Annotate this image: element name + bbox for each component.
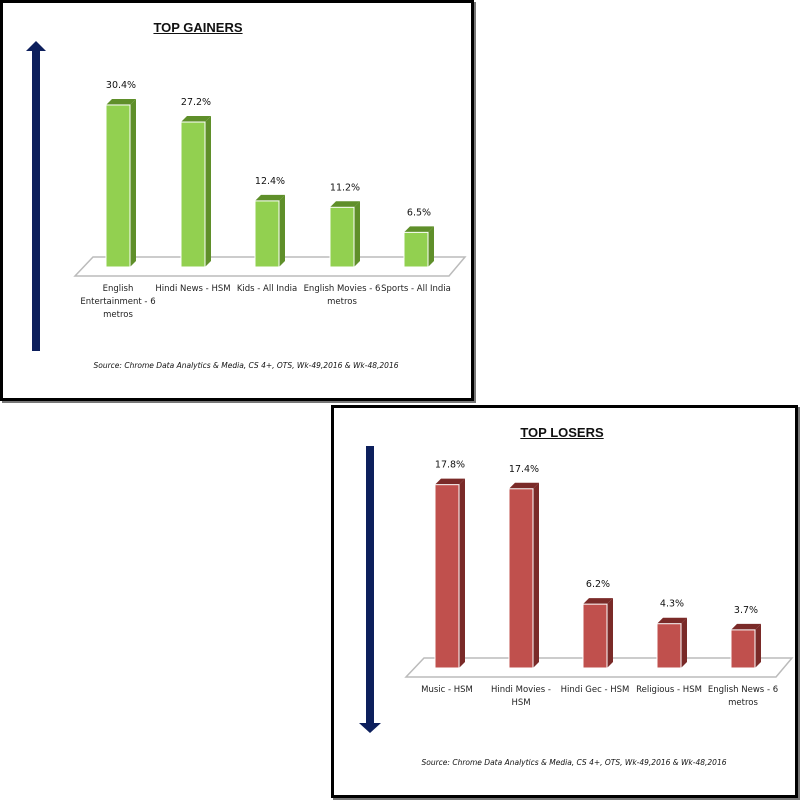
bar-top <box>330 201 360 208</box>
top-losers-panel: TOP LOSERS 17.8% 17.4% 6.2% 4.3% 3.7% Source… <box>331 405 798 798</box>
bar-side <box>533 482 539 668</box>
source-note: Source: Chrome Data Analytics & Media, C… <box>93 361 399 370</box>
data-label: 12.4% <box>255 176 285 187</box>
category-label: Kids - All India <box>236 284 298 294</box>
source-note: Source: Chrome Data Analytics & Media, C… <box>421 758 727 767</box>
category-label: Music - HSM <box>421 685 473 695</box>
data-label: 4.3% <box>660 599 684 610</box>
bar-side <box>755 623 761 668</box>
category-label: Hindi News - HSM <box>155 284 231 294</box>
category-label: Sports - All India <box>381 284 451 294</box>
bar-side <box>205 116 211 267</box>
data-label: 3.7% <box>734 605 758 616</box>
category-label: English Movies - 6 metros <box>303 284 381 307</box>
bar-top <box>731 623 761 630</box>
data-label: 27.2% <box>181 97 211 108</box>
bar <box>434 484 460 669</box>
bar-side <box>459 478 465 668</box>
category-label: English News - 6 metros <box>707 685 779 708</box>
data-label: 30.4% <box>106 80 136 91</box>
bar <box>105 104 131 268</box>
data-label: 11.2% <box>330 182 360 193</box>
data-label: 6.5% <box>407 207 431 218</box>
bar-top <box>106 98 136 105</box>
data-label: 17.4% <box>509 464 539 475</box>
chart-title: TOP LOSERS <box>520 425 604 440</box>
data-label: 6.2% <box>586 579 610 590</box>
bar-side <box>607 598 613 668</box>
bar <box>730 629 756 669</box>
bar <box>254 200 280 268</box>
bar-side <box>279 194 285 267</box>
category-label: Hindi Movies - HSM <box>491 685 551 708</box>
bar-top <box>255 194 285 201</box>
top-gainers-chart: 30.4% 27.2% 12.4% 11.2% 6.5% <box>26 41 467 351</box>
bar <box>403 231 429 268</box>
bar-top <box>404 226 434 233</box>
bar-top <box>435 478 465 485</box>
bar <box>656 623 682 669</box>
arrow-down-icon <box>359 446 381 733</box>
bar-side <box>130 98 136 267</box>
bar <box>508 488 534 669</box>
bar-side <box>354 201 360 267</box>
category-label: Religious - HSM <box>636 685 702 695</box>
bar-top <box>509 482 539 489</box>
bar-side <box>428 226 434 267</box>
bar <box>180 121 206 268</box>
top-losers-chart: 17.8% 17.4% 6.2% 4.3% 3.7% <box>359 446 794 733</box>
bar-top <box>583 598 613 605</box>
bar-side <box>681 617 687 668</box>
bar-top <box>181 116 211 123</box>
category-label: Hindi Gec - HSM <box>560 685 630 695</box>
bar <box>582 603 608 669</box>
chart-title: TOP GAINERS <box>153 20 243 35</box>
data-label: 17.8% <box>435 460 465 471</box>
category-label: English Entertainment - 6 metros <box>80 284 156 320</box>
bar-top <box>657 617 687 624</box>
top-gainers-panel: TOP GAINERS 30.4% 27.2% 12.4% 11.2% 6.5% Sou… <box>0 0 474 401</box>
arrow-up-icon <box>26 41 46 351</box>
bar <box>329 206 355 268</box>
